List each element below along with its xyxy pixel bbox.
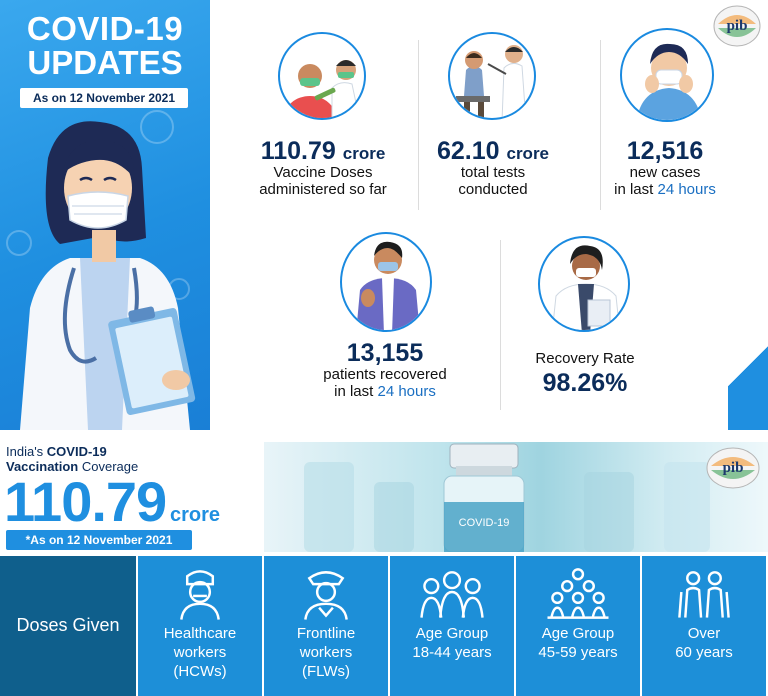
svg-text:COVID-19: COVID-19 — [459, 517, 510, 529]
testing-illustration — [448, 32, 536, 120]
vaccine-doses-value: 110.79 crore — [260, 137, 386, 165]
updates-sidebar: COVID-19 UPDATES As on 12 November 2021 — [0, 0, 210, 430]
vaccine-doses-caption: Vaccine Doses administered so far — [259, 164, 387, 198]
pib-logo-icon: pib — [706, 447, 760, 489]
healthcare-worker-icon — [180, 570, 220, 620]
divider — [600, 40, 601, 210]
category-age-45-59: Age Group 45-59 years — [516, 556, 642, 696]
recovery-rate-illustration — [538, 236, 630, 332]
vaccination-illustration — [278, 32, 366, 120]
covid-test-icon — [456, 45, 527, 118]
coverage-date-badge: *As on 12 November 2021 — [6, 530, 192, 550]
updates-date-badge: As on 12 November 2021 — [20, 88, 188, 108]
recovered-caption: patients recovered in last 24 hours — [323, 366, 447, 400]
divider — [500, 240, 501, 410]
new-cases-caption: new cases in last 24 hours — [614, 164, 716, 198]
recovered-patient-icon — [356, 241, 420, 330]
new-cases-value: 12,516 — [626, 137, 704, 165]
virus-decoration-icon — [6, 230, 32, 256]
vaccine-vial-icon: COVID-19 — [304, 443, 710, 552]
sneezing-person-icon — [636, 43, 702, 120]
recovery-rate-label: Recovery Rate — [535, 350, 635, 367]
category-frontline-workers: Frontline workers (FLWs) — [264, 556, 390, 696]
doses-table: Doses Given Healthcare workers (HCWs) — [0, 556, 768, 696]
doctor-illustration-icon — [20, 121, 196, 430]
svg-text:pib: pib — [723, 460, 744, 476]
category-age-18-44: Age Group 18-44 years — [390, 556, 516, 696]
coverage-unit: crore — [170, 504, 221, 526]
divider — [418, 40, 419, 210]
tests-value: 62.10 crore — [436, 137, 550, 165]
pib-logo-icon: pib — [713, 5, 761, 47]
recovery-rate-value: 98.26% — [542, 369, 628, 397]
coverage-label: India's COVID-19 Vaccination Coverage — [6, 444, 139, 474]
updates-subtitle: UPDATES — [27, 44, 183, 81]
category-healthcare-workers: Healthcare workers (HCWs) — [138, 556, 264, 696]
virus-decoration-icon — [140, 110, 174, 144]
new-cases-illustration — [620, 28, 714, 122]
updates-title: COVID-19 — [26, 10, 184, 47]
recovered-value: 13,155 — [346, 339, 424, 367]
tests-caption: total tests conducted — [458, 164, 528, 198]
group-18-44-icon — [420, 571, 484, 618]
doses-given-label: Doses Given — [16, 615, 120, 635]
elderly-icon — [678, 571, 730, 618]
category-over-60: Over 60 years — [642, 556, 766, 696]
covid-updates-panel: COVID-19 UPDATES As on 12 November 2021 — [0, 0, 768, 430]
vaccine-vial-image: COVID-19 — [264, 442, 768, 552]
decorative-stripe — [728, 330, 768, 430]
doses-given-header: Doses Given — [0, 556, 138, 696]
recovered-illustration — [340, 232, 432, 332]
svg-text:pib: pib — [727, 18, 748, 34]
coverage-value: 110.79 — [4, 470, 167, 533]
vaccination-coverage-panel: India's COVID-19 Vaccination Coverage 11… — [0, 430, 768, 696]
group-45-59-icon — [547, 568, 609, 619]
doctor-writing-icon — [551, 245, 621, 330]
frontline-worker-icon — [304, 571, 348, 620]
vaccination-icon — [284, 60, 360, 118]
